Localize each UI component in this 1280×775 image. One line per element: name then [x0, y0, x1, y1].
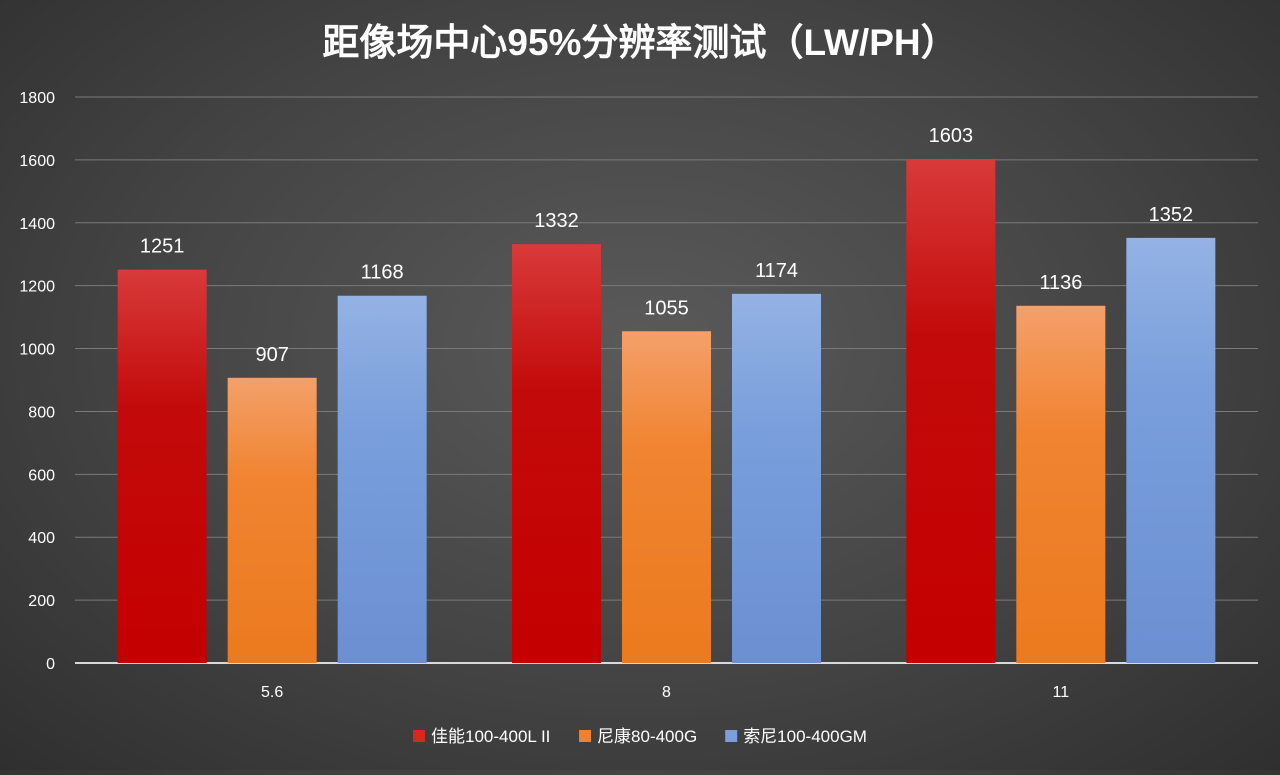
- bar: [1016, 305, 1106, 663]
- x-tick-label: 5.6: [261, 684, 283, 701]
- legend-label: 尼康80-400G: [597, 727, 697, 746]
- y-tick-label: 1400: [19, 216, 55, 233]
- legend-item: 佳能100-400L II: [413, 727, 550, 746]
- data-label: 1055: [644, 297, 689, 319]
- data-label: 1168: [361, 262, 404, 284]
- legend-label: 佳能100-400L II: [431, 727, 550, 746]
- y-tick-label: 1000: [19, 342, 55, 359]
- data-label: 1251: [140, 236, 185, 258]
- legend-item: 索尼100-400GM: [725, 727, 867, 746]
- y-tick-label: 1200: [19, 279, 55, 296]
- legend-swatch: [413, 730, 426, 742]
- y-tick-label: 200: [28, 593, 55, 610]
- data-label: 1352: [1149, 204, 1194, 226]
- data-label: 907: [255, 344, 288, 366]
- y-tick-label: 800: [28, 404, 55, 421]
- legend-label: 索尼100-400GM: [743, 727, 867, 746]
- bar: [622, 331, 711, 663]
- data-label: 1174: [755, 260, 798, 282]
- legend-swatch: [725, 730, 738, 742]
- x-tick-label: 8: [662, 684, 671, 701]
- data-label: 1136: [1039, 272, 1082, 294]
- bar: [1126, 237, 1216, 664]
- bar: [227, 377, 317, 663]
- data-label: 1332: [534, 210, 579, 232]
- legend-swatch: [579, 730, 592, 742]
- y-tick-label: 600: [28, 467, 55, 484]
- bar: [906, 158, 996, 663]
- bar: [732, 293, 821, 663]
- bar: [117, 269, 207, 663]
- y-tick-label: 0: [46, 656, 55, 673]
- y-tick-label: 1600: [19, 153, 55, 170]
- x-tick-label: 11: [1053, 684, 1070, 701]
- legend-item: 尼康80-400G: [579, 727, 697, 746]
- y-tick-label: 400: [28, 530, 55, 547]
- y-tick-label: 1800: [19, 90, 55, 107]
- chart-title: 距像场中心95%分辨率测试（LW/PH）: [322, 22, 957, 63]
- data-label: 1603: [929, 125, 974, 147]
- bar: [337, 295, 427, 663]
- bar: [512, 244, 601, 663]
